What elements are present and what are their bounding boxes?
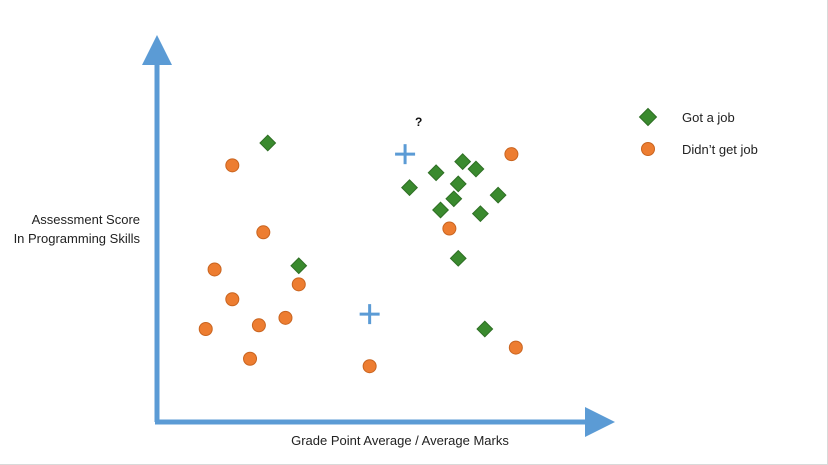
didnt-get-job-point — [504, 147, 519, 162]
didnt-get-job-point — [225, 292, 240, 307]
y-axis-label-line-2: In Programming Skills — [13, 231, 140, 246]
green-diamond-icon — [638, 107, 658, 127]
got-job-point — [432, 201, 450, 219]
y-axis-label: Assessment Score In Programming Skills — [0, 210, 140, 248]
didnt-get-job-point — [225, 158, 240, 173]
didnt-get-job-point — [291, 277, 306, 292]
legend-item-didnt-get-job: Didn’t get job — [638, 139, 758, 159]
got-job-point — [449, 249, 467, 267]
got-job-point — [427, 164, 445, 182]
got-job-point — [454, 153, 472, 171]
got-job-point — [259, 134, 277, 152]
orange-circle-icon — [641, 142, 655, 156]
got-job-point — [471, 205, 489, 223]
legend-label-didnt-get-job: Didn’t get job — [682, 141, 758, 157]
legend: Got a job Didn’t get job — [638, 107, 758, 171]
got-job-point — [290, 257, 308, 275]
got-job-point — [401, 179, 418, 197]
got-job-point — [449, 175, 467, 193]
didnt-get-job-point — [243, 351, 258, 366]
didnt-get-job-point — [198, 322, 213, 336]
got-job-point — [489, 186, 507, 204]
didnt-get-job-point — [256, 225, 271, 240]
got-job-point — [476, 320, 494, 338]
didnt-get-job-point — [508, 340, 523, 355]
didnt-get-job-point — [442, 221, 457, 236]
data-points — [198, 134, 523, 374]
x-axis-label: Grade Point Average / Average Marks — [291, 433, 509, 448]
didnt-get-job-point — [362, 359, 377, 374]
didnt-get-job-point — [278, 310, 293, 325]
legend-label-got-job: Got a job — [682, 109, 735, 125]
unknown-point-plus-marker — [395, 144, 416, 165]
unknown-point-question-mark: ? — [415, 115, 423, 129]
y-axis-label-line-1: Assessment Score — [31, 212, 140, 227]
didnt-get-job-point — [207, 262, 222, 277]
got-job-point — [467, 160, 485, 178]
didnt-get-job-point — [251, 318, 266, 333]
got-job-point — [445, 190, 463, 208]
legend-item-got-job: Got a job — [638, 107, 758, 127]
new-point-plus-marker — [359, 304, 380, 325]
